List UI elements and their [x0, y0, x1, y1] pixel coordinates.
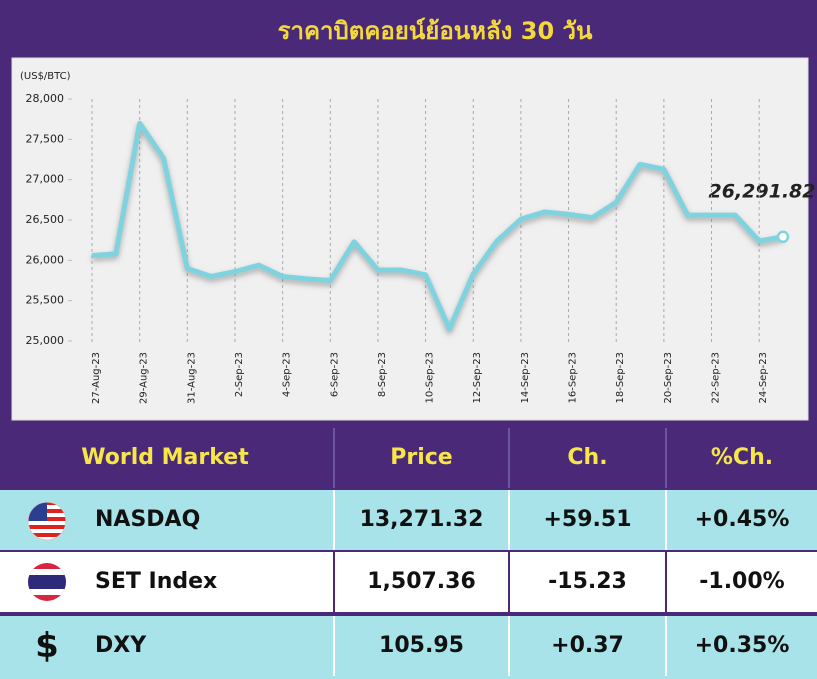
- price: 105.95: [379, 633, 464, 658]
- x-tick-label: 18-Sep-23: [615, 352, 626, 404]
- x-tick-label: 29-Aug-23: [139, 352, 150, 404]
- pct-change: +0.45%: [694, 507, 790, 532]
- price: 13,271.32: [359, 507, 484, 532]
- market-name: DXY: [95, 633, 147, 658]
- x-tick-label: 22-Sep-23: [711, 352, 722, 404]
- x-tick-label: 20-Sep-23: [663, 352, 674, 404]
- y-tick-label: 25,000: [26, 334, 65, 347]
- row: SET Index 1,507.36 -15.23 -1.00%: [0, 552, 817, 612]
- change: -15.23: [548, 569, 627, 594]
- row: $ DXY 105.95 +0.37 +0.35%: [0, 616, 817, 679]
- change: +0.37: [551, 633, 624, 658]
- x-tick-label: 14-Sep-23: [520, 352, 531, 404]
- y-tick-label: 26,000: [26, 253, 65, 266]
- header-cell: %Ch.: [710, 445, 774, 470]
- header-cell: World Market: [81, 445, 249, 470]
- header-row: World Market Price Ch. %Ch.: [0, 428, 817, 490]
- price: 1,507.36: [367, 569, 476, 594]
- y-tick-label: 28,000: [26, 92, 65, 105]
- y-tick-label: 27,000: [26, 173, 65, 186]
- price-line: [91, 120, 784, 332]
- dollar-icon: $: [35, 626, 59, 666]
- y-tick-label: 27,500: [26, 132, 65, 145]
- x-tick-label: 27-Aug-23: [91, 352, 102, 404]
- th-flag: [28, 563, 66, 601]
- chart: ราคาบิตคอยน์ย้อนหลัง 30 วัน (US$/BTC) 26…: [11, 17, 816, 421]
- x-tick-label: 12-Sep-23: [472, 352, 483, 404]
- header-cell: Ch.: [567, 445, 608, 470]
- pct-change: +0.35%: [694, 633, 790, 658]
- x-tick-label: 4-Sep-23: [282, 352, 293, 397]
- last-point: [776, 230, 790, 244]
- pct-change: -1.00%: [699, 569, 785, 594]
- x-tick-label: 31-Aug-23: [186, 352, 197, 404]
- annotation: 26,291.82: [709, 181, 816, 203]
- chart-panel: [11, 57, 809, 421]
- market-name: SET Index: [95, 569, 218, 594]
- row: NASDAQ 13,271.32 +59.51 +0.45%: [0, 490, 817, 550]
- y-tick-label: 25,500: [26, 294, 65, 307]
- market-name: NASDAQ: [95, 507, 201, 532]
- us-flag: [27, 501, 67, 541]
- x-tick-label: 16-Sep-23: [568, 352, 579, 404]
- x-tick-label: 10-Sep-23: [425, 352, 436, 404]
- chart-title: ราคาบิตคอยน์ย้อนหลัง 30 วัน: [278, 17, 593, 45]
- x-tick-label: 8-Sep-23: [377, 352, 388, 397]
- change: +59.51: [543, 507, 632, 532]
- x-tick-label: 6-Sep-23: [329, 352, 340, 397]
- x-tick-label: 24-Sep-23: [758, 352, 769, 404]
- x-tick-label: 2-Sep-23: [234, 352, 245, 397]
- y-axis-label: (US$/BTC): [20, 71, 71, 82]
- header-cell: Price: [390, 445, 453, 470]
- y-tick-label: 26,500: [26, 213, 65, 226]
